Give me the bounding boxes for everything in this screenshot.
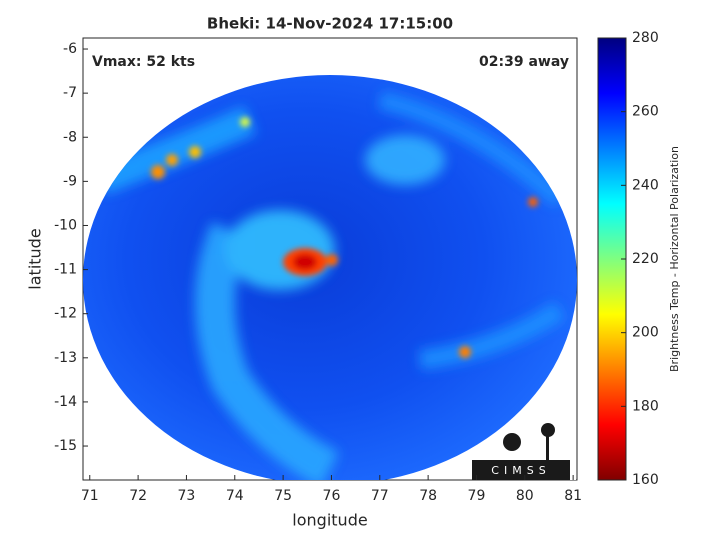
y-tick-label: -10 [54, 217, 77, 233]
colorbar-tick-label: 180 [632, 398, 659, 414]
colorbar-tick-label: 200 [632, 325, 659, 341]
logo-text: CIMSS [491, 464, 550, 477]
y-tick-label: -8 [63, 129, 77, 145]
x-tick-label: 75 [274, 488, 292, 504]
colorbar-tick-label: 160 [632, 472, 659, 488]
logo: CIMSS [472, 423, 576, 480]
x-axis-label: longitude [292, 511, 367, 530]
y-tick-label: -7 [63, 85, 77, 101]
y-axis-label: latitude [26, 228, 45, 289]
y-tick-label: -12 [54, 306, 77, 322]
annotation: Vmax: 52 kts [92, 54, 195, 70]
x-tick-label: 80 [516, 488, 534, 504]
y-tick-label: -11 [54, 262, 77, 278]
colorbar-tick-label: 260 [632, 104, 659, 120]
colorbar-tick-label: 280 [632, 30, 659, 46]
x-tick-label: 77 [371, 488, 389, 504]
satellite-image: CIMSS [83, 75, 577, 480]
y-tick-label: -14 [54, 394, 77, 410]
x-tick-label: 78 [419, 488, 437, 504]
y-tick-label: -9 [63, 173, 77, 189]
x-tick-label: 71 [81, 488, 99, 504]
y-tick-label: -13 [54, 350, 77, 366]
annotation: 02:39 away [479, 54, 569, 70]
chart-title: Bheki: 14-Nov-2024 17:15:00 [207, 15, 453, 33]
x-tick-label: 72 [129, 488, 147, 504]
y-tick-label: -6 [63, 41, 77, 57]
x-tick-label: 79 [468, 488, 486, 504]
x-tick-label: 81 [564, 488, 582, 504]
x-tick-label: 73 [178, 488, 196, 504]
colorbar-tick-label: 220 [632, 251, 659, 267]
y-tick-label: -15 [54, 438, 77, 454]
x-tick-label: 76 [323, 488, 341, 504]
colorbar-label: Brightness Temp - Horizontal Polarizatio… [668, 146, 681, 372]
colorbar-tick-label: 240 [632, 177, 659, 193]
x-tick-label: 74 [226, 488, 244, 504]
